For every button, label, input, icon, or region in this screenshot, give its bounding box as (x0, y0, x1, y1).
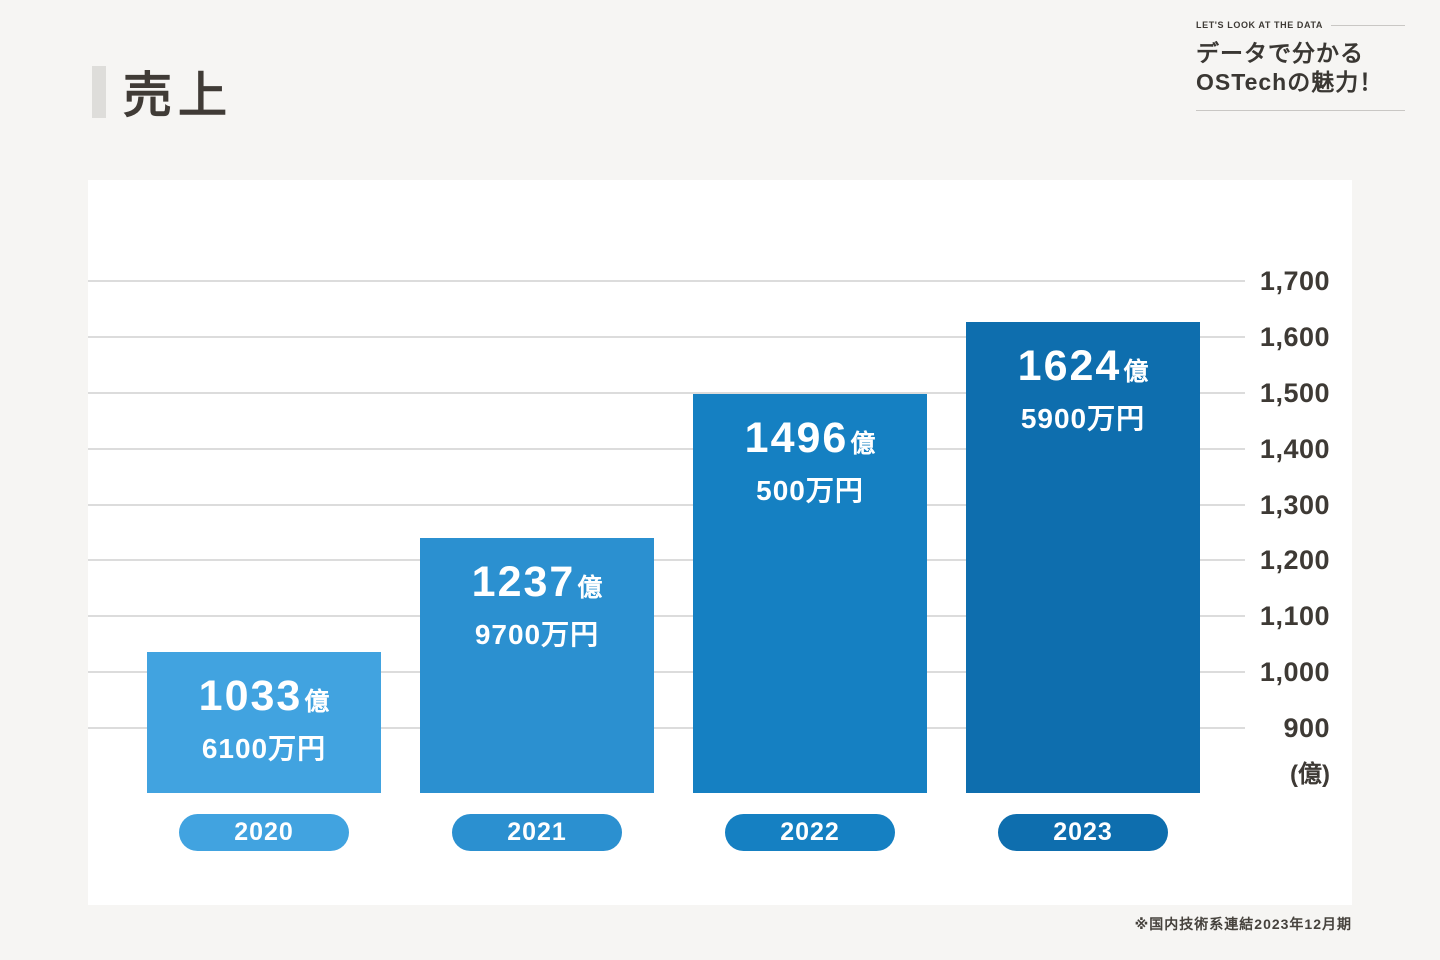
bar-value-sub: 9700万円 (474, 619, 600, 651)
gridline (88, 447, 1245, 450)
brand-underline (1196, 110, 1405, 111)
gridline (88, 615, 1245, 618)
bar-value-main: 1496億 (745, 414, 876, 463)
bar-2023: 1624億 5900万円 (966, 322, 1200, 793)
bar-2020: 1033億 6100万円 (147, 652, 381, 793)
bar-value-label-2022: 1496億 500万円 (745, 414, 876, 509)
y-tick-label: 1,200 (1259, 545, 1330, 576)
bar-value-label-2023: 1624億 5900万円 (1018, 342, 1149, 437)
year-pill-label: 2022 (780, 818, 840, 846)
bar-group-2020: 1033億 6100万円 2020 (147, 180, 381, 905)
page-title: 売上 (123, 69, 234, 123)
bar-value-main: 1237億 (472, 558, 603, 607)
bar-value-unit: 億 (850, 429, 876, 458)
bar-value-label-2021: 1237億 9700万円 (472, 558, 603, 653)
gridline (88, 559, 1245, 562)
bar-value-unit: 億 (304, 688, 330, 717)
bar-value-number: 1237 (471, 558, 576, 607)
year-pill-2020: 2020 (179, 814, 349, 851)
bar-value-label-2020: 1033億 6100万円 (199, 672, 330, 767)
year-pill-label: 2023 (1053, 818, 1113, 846)
bar-value-sub: 5900万円 (1020, 403, 1146, 435)
bar-value-unit: 億 (577, 574, 603, 603)
footnote: ※国内技術系連結2023年12月期 (1134, 916, 1352, 932)
y-tick-label: 1,100 (1259, 601, 1330, 632)
y-tick-label: 1,600 (1259, 321, 1330, 352)
eyebrow-row: LET'S LOOK AT THE DATA (1196, 20, 1405, 30)
gridline (88, 280, 1245, 282)
year-pill-label: 2020 (234, 818, 294, 846)
brand-heading: データで分かる OSTechの魅力！ (1196, 39, 1405, 97)
title-accent-bar (92, 65, 106, 118)
bar-value-sub: 6100万円 (201, 733, 327, 765)
brand-heading-line1: データで分かる (1196, 40, 1364, 66)
bar-2022: 1496億 500万円 (693, 393, 927, 793)
bar-2021: 1237億 9700万円 (420, 538, 654, 793)
year-pill-2023: 2023 (998, 814, 1168, 851)
gridline (88, 727, 1245, 729)
gridline (88, 671, 1245, 674)
year-pill-label: 2021 (507, 818, 567, 846)
bar-value-number: 1033 (198, 672, 303, 721)
year-pill-2022: 2022 (725, 814, 895, 851)
brand-block: LET'S LOOK AT THE DATA データで分かる OSTechの魅力… (1196, 20, 1405, 111)
brand-heading-line2: OSTechの魅力！ (1196, 69, 1384, 95)
y-tick-label: 1,000 (1259, 657, 1330, 688)
gridline (88, 391, 1245, 394)
bar-value-sub: 500万円 (756, 474, 864, 506)
bar-value-number: 1496 (744, 413, 849, 462)
y-tick-label: 1,400 (1259, 433, 1330, 464)
bar-group-2022: 1496億 500万円 2022 (693, 180, 927, 905)
bar-group-2021: 1237億 9700万円 2021 (420, 180, 654, 905)
title-block: 売上 (92, 56, 233, 127)
bar-value-number: 1624 (1017, 342, 1122, 391)
y-tick-label: 1,700 (1259, 266, 1330, 296)
chart-panel: 1,700 1,600 1,500 1,400 1,300 1,200 1,100 1,000… (88, 180, 1352, 905)
y-axis-unit-label: (億) (1290, 761, 1330, 788)
year-pill-2021: 2021 (452, 814, 622, 851)
y-tick-label: 1,500 (1259, 377, 1330, 408)
gridline (88, 503, 1245, 506)
bar-value-main: 1624億 (1018, 342, 1149, 391)
y-tick-label: 1,300 (1259, 489, 1330, 520)
bar-group-2023: 1624億 5900万円 2023 (966, 180, 1200, 905)
bar-value-main: 1033億 (199, 672, 330, 721)
gridline (88, 335, 1245, 338)
bar-value-unit: 億 (1123, 358, 1149, 387)
eyebrow-rule (1331, 24, 1405, 26)
y-tick-label: 900 (1283, 713, 1330, 743)
eyebrow-text: LET'S LOOK AT THE DATA (1196, 20, 1323, 30)
